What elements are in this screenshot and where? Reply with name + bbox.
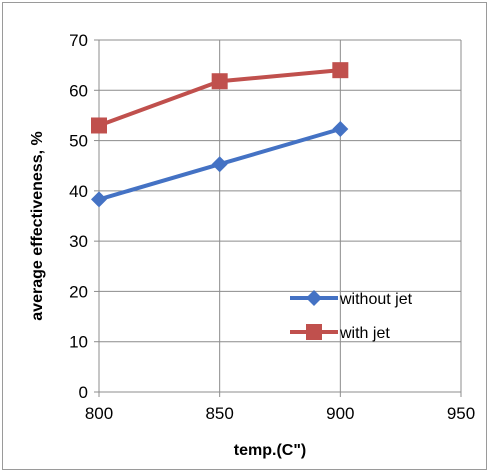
y-tick-label: 30 (69, 232, 88, 251)
data-point (211, 156, 228, 173)
x-tick-labels: 800 850 900 950 (85, 404, 475, 423)
y-tick-label: 0 (79, 383, 88, 402)
x-tick-label: 850 (205, 404, 233, 423)
y-axis-title: average effectiveness, % (29, 131, 46, 320)
legend-label: with jet (339, 325, 390, 342)
legend-marker (306, 324, 322, 340)
x-tick-label: 900 (326, 404, 354, 423)
series-group (91, 62, 349, 208)
data-point (91, 191, 107, 208)
data-point (332, 62, 349, 79)
y-tick-label: 70 (69, 31, 88, 50)
x-tick-label: 950 (447, 404, 475, 423)
y-tick-label: 10 (69, 333, 88, 352)
data-point (332, 121, 349, 138)
data-point (91, 117, 107, 134)
legend-marker (306, 290, 322, 306)
x-axis-title: temp.(C") (234, 442, 306, 459)
y-tick-label: 50 (69, 132, 88, 151)
x-tick-label: 800 (85, 404, 113, 423)
y-tick-labels: 0 10 20 30 40 50 60 70 (69, 31, 88, 402)
legend-label: without jet (339, 291, 413, 308)
y-tick-label: 40 (69, 182, 88, 201)
grid-lines (98, 39, 462, 393)
y-tick-label: 20 (69, 282, 88, 301)
data-point (211, 73, 228, 90)
axes (94, 39, 462, 397)
y-tick-label: 60 (69, 81, 88, 100)
legend: without jet with jet (290, 290, 413, 342)
